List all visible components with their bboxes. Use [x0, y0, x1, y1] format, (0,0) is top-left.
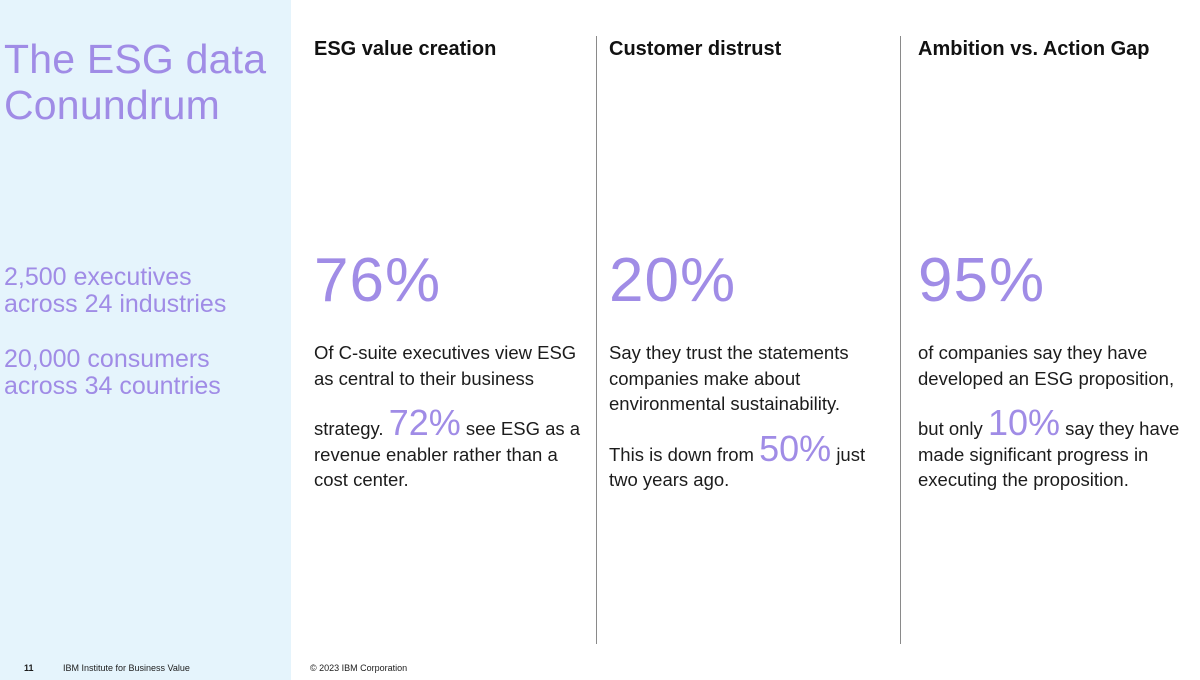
body-text-1: Say they trust the statements companies …	[609, 342, 849, 414]
column-heading: Ambition vs. Action Gap	[918, 38, 1150, 60]
column-body: Say they trust the statements companies …	[609, 340, 889, 493]
column-customer-distrust: Customer distrust 20% Say they trust the…	[609, 36, 889, 490]
body-text-1: Of C-suite executives view ESG as centra…	[314, 342, 577, 389]
column-divider-1	[596, 36, 597, 644]
executives-stat-line-1: 2,500 executives	[4, 263, 192, 291]
body-text-2: strategy. 72% see ESG as a revenue enabl…	[314, 405, 586, 493]
executives-stat: 2,500 executives across 24 industries	[4, 264, 226, 318]
body-text-2: but only 10% say they have made signific…	[918, 405, 1193, 493]
column-heading: Customer distrust	[609, 38, 782, 60]
footer-org-name: IBM Institute for Business Value	[63, 663, 190, 673]
big-stat: 20%	[609, 246, 737, 315]
big-stat: 95%	[918, 246, 1046, 315]
body-text-1: of companies say they have developed an …	[918, 342, 1175, 389]
inline-stat: 50%	[759, 427, 832, 469]
consumers-stat: 20,000 consumers across 34 countries	[4, 346, 221, 400]
body-text-2-post: say they have made significant progress …	[918, 418, 1180, 490]
column-ambition-action-gap: Ambition vs. Action Gap 95% of companies…	[918, 36, 1193, 490]
page-number: 11	[24, 663, 34, 673]
body-text-2: This is down from 50% just two years ago…	[609, 427, 889, 493]
column-body: Of C-suite executives view ESG as centra…	[314, 340, 586, 493]
sidebar-panel: The ESG data Conundrum 2,500 executives …	[0, 0, 291, 680]
consumers-stat-line-2: across 34 countries	[4, 372, 221, 400]
column-body: of companies say they have developed an …	[918, 340, 1193, 493]
page-title-line-2: Conundrum	[4, 82, 221, 128]
body-text-2-post: see ESG as a revenue enabler rather than…	[314, 418, 581, 490]
column-divider-2	[900, 36, 901, 644]
executives-stat-line-2: across 24 industries	[4, 290, 227, 318]
big-stat: 76%	[314, 246, 442, 315]
column-esg-value-creation: ESG value creation 76% Of C-suite execut…	[314, 36, 586, 490]
column-heading: ESG value creation	[314, 38, 497, 60]
body-text-2-pre: but only	[918, 418, 983, 439]
inline-stat: 10%	[987, 402, 1060, 443]
body-text-2-post: just two years ago.	[609, 443, 866, 491]
inline-stat: 72%	[388, 402, 461, 443]
body-text-2-pre: strategy.	[314, 418, 384, 439]
page-title-line-1: The ESG data	[4, 36, 267, 82]
body-text-2-pre: This is down from	[609, 443, 754, 465]
copyright-notice: © 2023 IBM Corporation	[310, 663, 408, 673]
page-title: The ESG data Conundrum	[4, 36, 266, 128]
consumers-stat-line-1: 20,000 consumers	[4, 345, 210, 373]
